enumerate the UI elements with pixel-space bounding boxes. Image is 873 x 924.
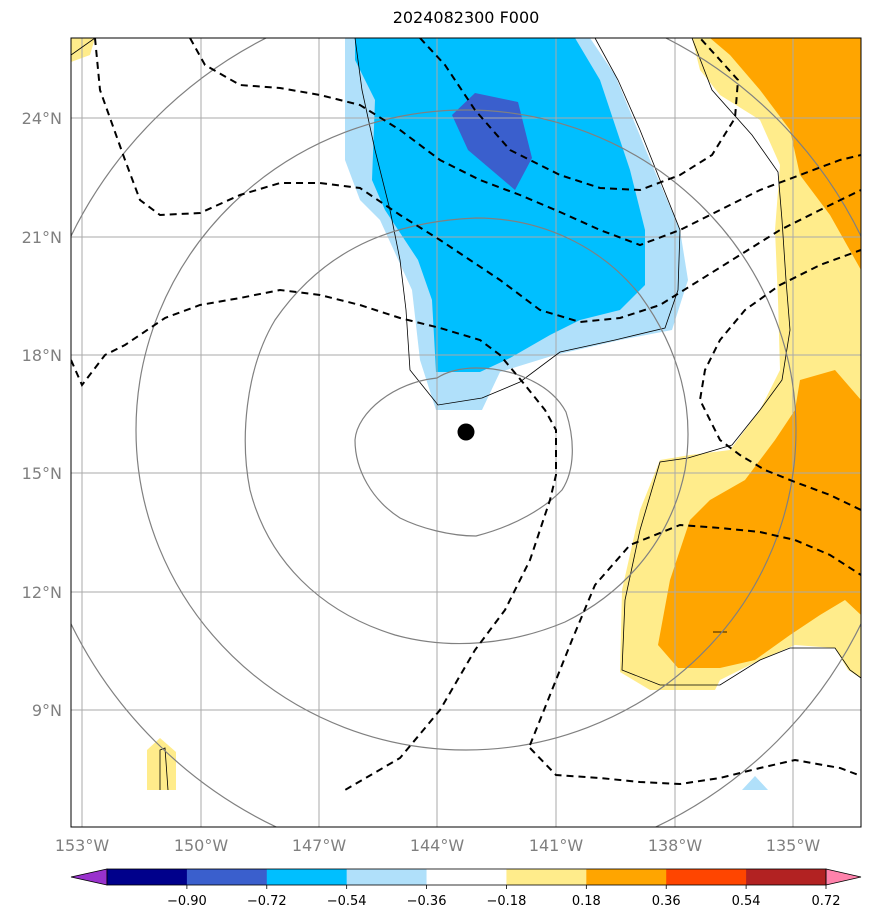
colorbar-label: 0.54 <box>732 894 761 909</box>
longitude-labels: 153°W 150°W 147°W 144°W 141°W 138°W 135°… <box>55 836 821 855</box>
lat-label: 12°N <box>22 583 62 602</box>
colorbar-segment <box>107 869 188 885</box>
lon-label: 150°W <box>174 836 229 855</box>
lat-label: 18°N <box>22 346 62 365</box>
colorbar-frame <box>106 868 827 886</box>
colorbar-segment <box>746 869 827 885</box>
colorbar-segment <box>666 869 747 885</box>
colorbar-segment <box>586 869 667 885</box>
colorbar-extend-high <box>825 868 862 886</box>
lon-label: 144°W <box>410 836 465 855</box>
colorbar-segment <box>506 869 587 885</box>
lat-label: 9°N <box>32 701 62 720</box>
lon-label: 141°W <box>529 836 584 855</box>
lat-label: 21°N <box>22 228 62 247</box>
storm-center-marker <box>457 423 475 441</box>
colorbar-label: −0.90 <box>167 894 207 909</box>
colorbar-segment <box>426 869 507 885</box>
colorbar-label: −0.54 <box>327 894 367 909</box>
colorbar-segments <box>70 868 862 886</box>
colorbar-label: 0.18 <box>572 894 601 909</box>
map-plot: 24°N 21°N 18°N 15°N 12°N 9°N 153°W 150°W… <box>22 37 862 855</box>
negative-anomaly-shading <box>345 38 768 790</box>
lon-label: 153°W <box>55 836 110 855</box>
dashed-contours <box>71 38 861 791</box>
lat-label: 15°N <box>22 464 62 483</box>
colorbar-segment <box>186 869 268 885</box>
distance-rings <box>71 38 861 827</box>
lon-label: 135°W <box>766 836 821 855</box>
colorbar-segment <box>266 869 348 885</box>
colorbar-extend-low <box>70 868 108 886</box>
colorbar-label: −0.72 <box>247 894 287 909</box>
positive-anomaly-shading <box>71 38 861 790</box>
latitude-labels: 24°N 21°N 18°N 15°N 12°N 9°N <box>22 109 62 720</box>
colorbar-label: −0.36 <box>407 894 447 909</box>
colorbar-segment <box>346 869 428 885</box>
lat-label: 24°N <box>22 109 62 128</box>
colorbar: −0.90 −0.72 −0.54 −0.36 −0.18 0.18 0.36 0.54 0.7… <box>70 868 862 909</box>
colorbar-label: 0.36 <box>652 894 681 909</box>
map-title: 2024082300 F000 <box>392 8 540 27</box>
colorbar-label: 0.72 <box>812 894 841 909</box>
lon-label: 138°W <box>648 836 703 855</box>
plot-frame <box>70 37 862 828</box>
colorbar-labels: −0.90 −0.72 −0.54 −0.36 −0.18 0.18 0.36 0.54 0.7… <box>167 885 841 909</box>
lon-label: 147°W <box>292 836 347 855</box>
colorbar-label: −0.18 <box>487 894 527 909</box>
